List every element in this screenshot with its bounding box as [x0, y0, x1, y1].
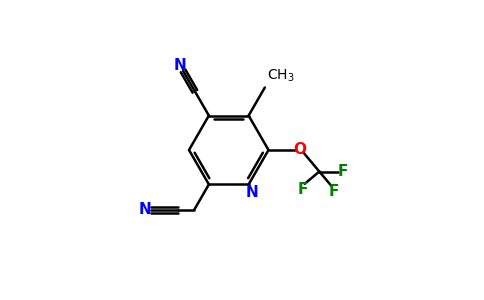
- Text: N: N: [173, 58, 186, 73]
- Text: N: N: [245, 185, 258, 200]
- Text: F: F: [338, 164, 348, 179]
- Text: CH$_3$: CH$_3$: [267, 68, 294, 85]
- Text: N: N: [138, 202, 151, 217]
- Text: F: F: [297, 182, 307, 196]
- Text: F: F: [329, 184, 339, 199]
- Text: O: O: [293, 142, 306, 158]
